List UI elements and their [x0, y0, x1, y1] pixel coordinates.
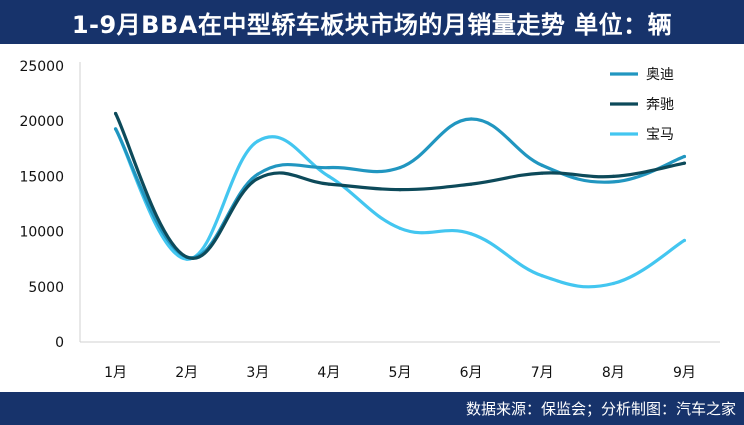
series-point — [113, 111, 118, 116]
series-point — [611, 180, 615, 184]
source-note: 数据来源：保监会；分析制图：汽车之家 — [0, 392, 744, 425]
series-point — [398, 226, 402, 230]
line-chart: 0 5000 10000 15000 20000 25000 1月 2月 3月 4月 5月 6月 7月 8… — [19, 59, 720, 381]
x-tick-label: 7月 — [531, 365, 554, 381]
series-point — [682, 161, 687, 165]
series-point — [611, 174, 615, 178]
series-point — [398, 165, 402, 170]
legend-label: 奔驰 — [646, 97, 674, 113]
x-tick-label: 1月 — [104, 365, 127, 381]
y-tick-label: 15000 — [19, 169, 64, 185]
series-point — [540, 163, 544, 167]
x-tick-label: 2月 — [175, 365, 198, 381]
legend-label: 奥迪 — [646, 66, 674, 83]
series-point — [185, 255, 189, 259]
series-point — [682, 238, 687, 243]
series-point — [113, 127, 118, 131]
series-point — [256, 139, 260, 143]
series-line-2 — [114, 111, 686, 261]
series-point — [611, 281, 615, 286]
series-point — [469, 232, 473, 236]
series-point — [540, 274, 544, 278]
x-tick-label: 9月 — [673, 365, 696, 381]
x-tick-label: 5月 — [389, 365, 412, 381]
y-tick-label: 0 — [55, 335, 64, 351]
series-point — [682, 154, 687, 159]
x-tick-label: 3月 — [246, 365, 269, 381]
series-point — [398, 188, 402, 192]
y-tick-label: 20000 — [19, 114, 64, 130]
x-tick-label: 8月 — [602, 365, 625, 381]
y-tick-label: 5000 — [28, 280, 64, 296]
chart-title: 1-9月BBA在中型轿车板块市场的月销量走势 单位：辆 — [0, 0, 744, 44]
series-point — [256, 177, 260, 181]
x-tick-label: 6月 — [460, 365, 483, 381]
x-tick-label: 4月 — [317, 365, 340, 381]
series-point — [327, 182, 331, 186]
y-tick-label: 25000 — [19, 59, 64, 75]
legend-label: 宝马 — [646, 127, 674, 143]
chart-axes: 0 5000 10000 15000 20000 25000 1月 2月 3月 4月 5月 6月 7月 8… — [19, 59, 720, 381]
series-point — [469, 182, 473, 186]
series-point — [327, 174, 331, 178]
series-point — [256, 172, 260, 176]
series-point — [327, 165, 331, 170]
series-point — [469, 117, 473, 121]
y-tick-label: 10000 — [19, 225, 64, 241]
series-point — [540, 171, 544, 175]
chart-series — [113, 111, 687, 289]
series-line-3 — [114, 127, 686, 289]
